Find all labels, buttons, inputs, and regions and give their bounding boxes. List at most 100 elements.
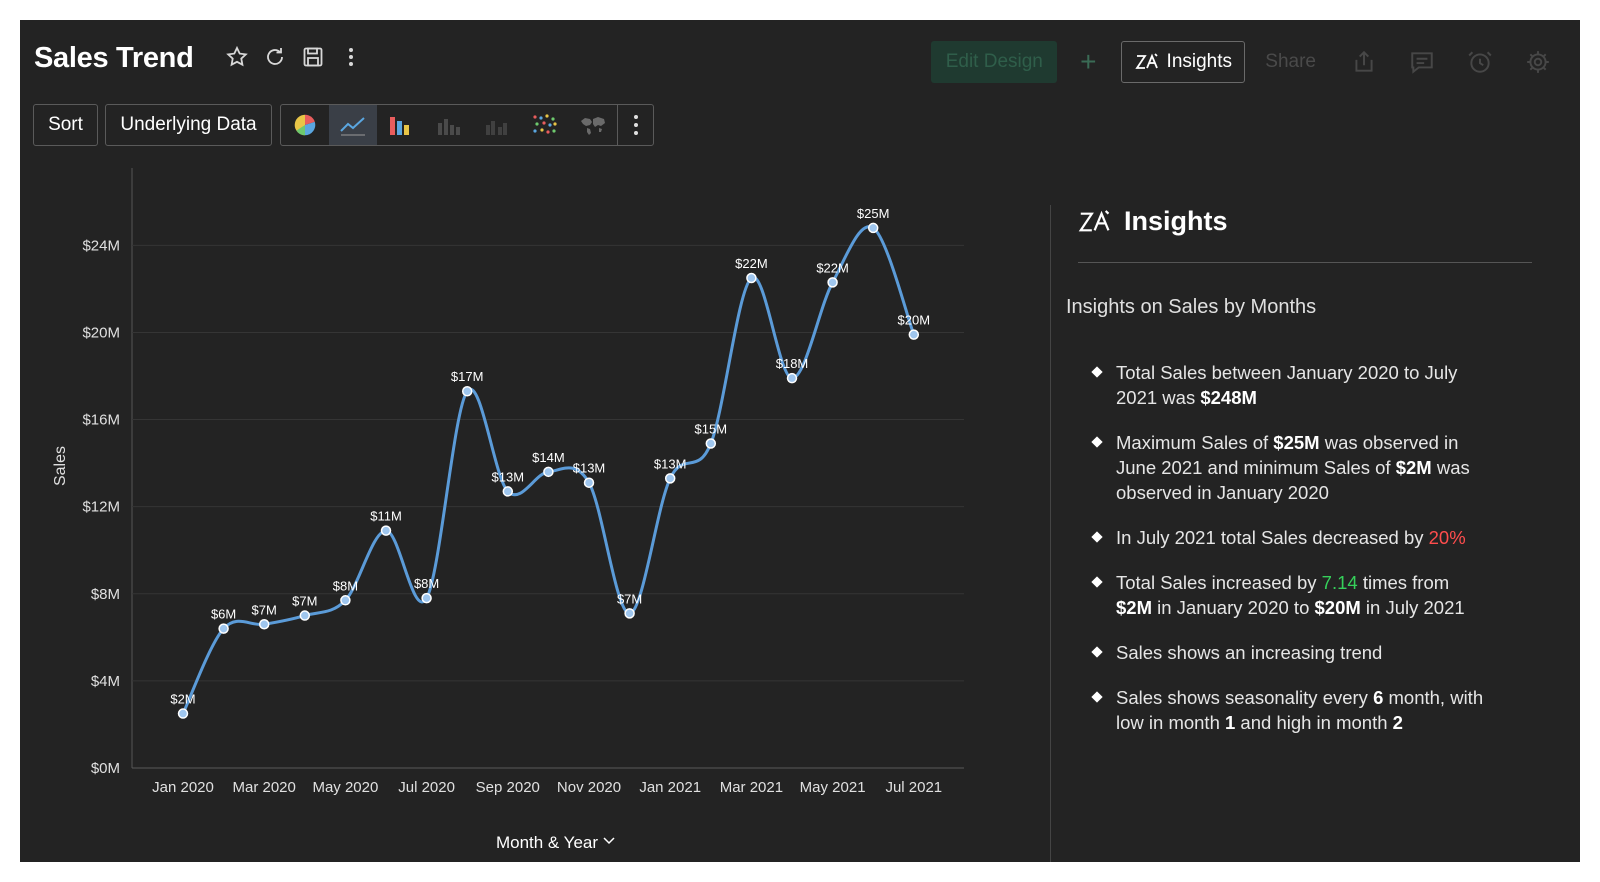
insights-list: Total Sales between January 2020 to July… [1090, 360, 1490, 755]
insight-highlight: $20M [1314, 597, 1361, 618]
y-tick-label: $20M [82, 324, 120, 341]
sort-button[interactable]: Sort [33, 104, 98, 146]
insight-highlight: $2M [1116, 597, 1152, 618]
bar-chart-icon[interactable] [377, 105, 425, 145]
insights-button-label: Insights [1166, 51, 1233, 72]
insight-highlight: 2 [1392, 712, 1403, 733]
data-label: $15M [695, 422, 728, 437]
insights-panel-header: Insights [1078, 206, 1228, 237]
x-tick-label: Jul 2021 [885, 779, 942, 796]
data-label: $17M [451, 369, 484, 384]
top-toolbar: Edit Design + Insights Share [931, 40, 1552, 84]
data-point [380, 525, 392, 536]
app-window: Sales Trend Edit Design + Insights Share [20, 20, 1580, 862]
data-label: $13M [654, 456, 687, 471]
x-tick-label: May 2021 [800, 779, 866, 796]
x-tick-label: Jan 2020 [152, 779, 214, 796]
insight-decrease-value: 20% [1428, 527, 1466, 548]
data-label: $13M [492, 469, 525, 484]
data-point [664, 473, 676, 484]
data-label: $22M [816, 260, 849, 275]
data-label: $20M [898, 313, 931, 328]
data-label: $25M [857, 206, 890, 221]
add-icon[interactable]: + [1080, 46, 1097, 77]
insight-item: Total Sales between January 2020 to July… [1090, 360, 1490, 410]
insight-item: Total Sales increased by 7.14 times from… [1090, 570, 1490, 620]
insights-button[interactable]: Insights [1121, 41, 1246, 83]
insight-highlight: 1 [1225, 712, 1236, 733]
line-chart-icon[interactable] [329, 105, 377, 145]
y-tick-label: $0M [91, 760, 120, 777]
data-label: $7M [617, 591, 642, 606]
title-actions [224, 44, 364, 70]
insight-highlight: $248M [1200, 387, 1257, 408]
share-button[interactable]: Share [1265, 51, 1316, 72]
insight-item: In July 2021 total Sales decreased by 20… [1090, 525, 1490, 550]
panel-divider [1050, 205, 1051, 862]
page-title: Sales Trend [34, 42, 194, 74]
grouped-bar-chart-icon[interactable] [473, 105, 521, 145]
map-chart-icon[interactable] [569, 105, 617, 145]
insight-item: Maximum Sales of $25M was observed in Ju… [1090, 430, 1490, 505]
data-label: $2M [170, 692, 195, 707]
insights-icon [1134, 53, 1158, 69]
data-label: $22M [735, 256, 768, 271]
data-label: $8M [414, 576, 439, 591]
data-point [543, 466, 554, 478]
insight-highlight: $2M [1395, 457, 1432, 478]
x-tick-label: Jan 2021 [639, 779, 701, 796]
comment-icon[interactable] [1408, 48, 1436, 76]
more-vertical-icon[interactable] [338, 44, 364, 70]
insight-highlight: 6 [1373, 687, 1384, 708]
x-tick-label: Mar 2021 [720, 779, 783, 796]
export-icon[interactable] [1350, 48, 1378, 76]
data-point [583, 477, 595, 488]
y-tick-label: $12M [82, 499, 120, 516]
insight-item: Sales shows an increasing trend [1090, 640, 1490, 665]
x-tick-label: Jul 2020 [398, 779, 455, 796]
data-label: $13M [573, 461, 606, 476]
insight-highlight: $25M [1273, 432, 1320, 453]
chevron-down-icon [603, 837, 615, 845]
pie-chart-icon[interactable] [281, 105, 329, 145]
data-label: $7M [252, 602, 277, 617]
data-point [177, 708, 189, 719]
star-icon[interactable] [224, 44, 250, 70]
data-point [421, 592, 432, 604]
insights-rule [1078, 262, 1532, 263]
x-tick-label: Nov 2020 [557, 779, 621, 796]
insights-icon [1078, 209, 1110, 231]
chart-type-more-icon[interactable] [617, 105, 653, 145]
insights-subtitle: Insights on Sales by Months [1066, 296, 1317, 318]
insight-item: Sales shows seasonality every 6 month, w… [1090, 685, 1490, 735]
chart-type-selector [280, 104, 654, 146]
schedule-icon[interactable] [1466, 48, 1494, 76]
data-point [258, 619, 270, 630]
refresh-icon[interactable] [262, 44, 288, 70]
settings-icon[interactable] [1524, 48, 1552, 76]
sales-trend-line-chart: $0M $4M $8M $12M $16M $20M $24M Sales Jan 2020 Ma… [52, 168, 964, 852]
data-point [827, 277, 838, 288]
save-icon[interactable] [300, 44, 326, 70]
scatter-chart-icon[interactable] [521, 105, 569, 145]
data-point [624, 608, 635, 619]
data-point [705, 438, 717, 449]
x-axis-label: Month & Year [496, 833, 598, 852]
stacked-bar-chart-icon[interactable] [425, 105, 473, 145]
edit-design-button[interactable]: Edit Design [931, 41, 1058, 83]
data-point [340, 595, 351, 606]
data-point [746, 272, 757, 284]
insights-panel-title: Insights [1124, 206, 1228, 236]
insight-increase-value: 7.14 [1321, 572, 1358, 593]
y-tick-label: $16M [82, 412, 120, 429]
y-tick-label: $4M [91, 673, 120, 690]
y-tick-label: $8M [91, 586, 120, 603]
x-tick-label: Sep 2020 [476, 779, 540, 796]
data-point [461, 385, 473, 397]
data-label: $6M [211, 607, 236, 622]
x-tick-label: Mar 2020 [233, 779, 296, 796]
data-point [299, 610, 311, 621]
data-label: $8M [333, 578, 358, 593]
data-label: $14M [532, 450, 565, 465]
underlying-data-button[interactable]: Underlying Data [105, 104, 272, 146]
